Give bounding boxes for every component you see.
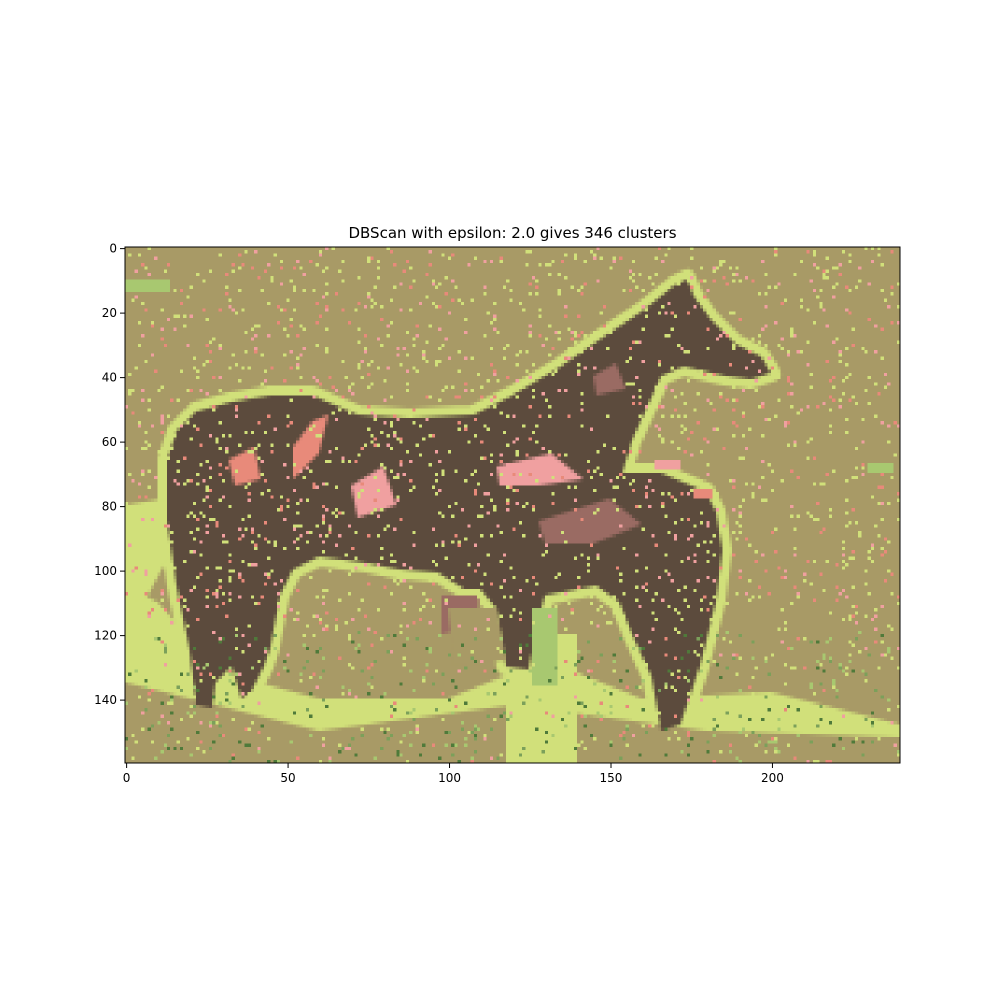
chart-title: DBScan with epsilon: 2.0 gives 346 clust… [348, 224, 676, 242]
y-tick-label: 100 [94, 564, 117, 578]
cluster-image [125, 247, 900, 763]
x-tick-label: 200 [761, 771, 784, 785]
x-tick-label: 50 [280, 771, 295, 785]
y-tick-label: 20 [102, 306, 117, 320]
x-tick-label: 100 [438, 771, 461, 785]
y-tick-label: 140 [94, 693, 117, 707]
x-tick-label: 150 [600, 771, 623, 785]
x-tick-label: 0 [123, 771, 131, 785]
y-tick-label: 80 [102, 500, 117, 514]
y-tick-label: 0 [109, 242, 117, 256]
plot-area [124, 246, 901, 764]
x-axis: 0 50 100 150 200 [123, 763, 784, 785]
y-tick-label: 40 [102, 371, 117, 385]
y-tick-label: 120 [94, 629, 117, 643]
y-axis: 0 20 40 60 80 100 120 140 [94, 242, 125, 707]
plot-frame [124, 246, 901, 764]
cluster-raster [125, 247, 900, 763]
y-tick-label: 60 [102, 435, 117, 449]
